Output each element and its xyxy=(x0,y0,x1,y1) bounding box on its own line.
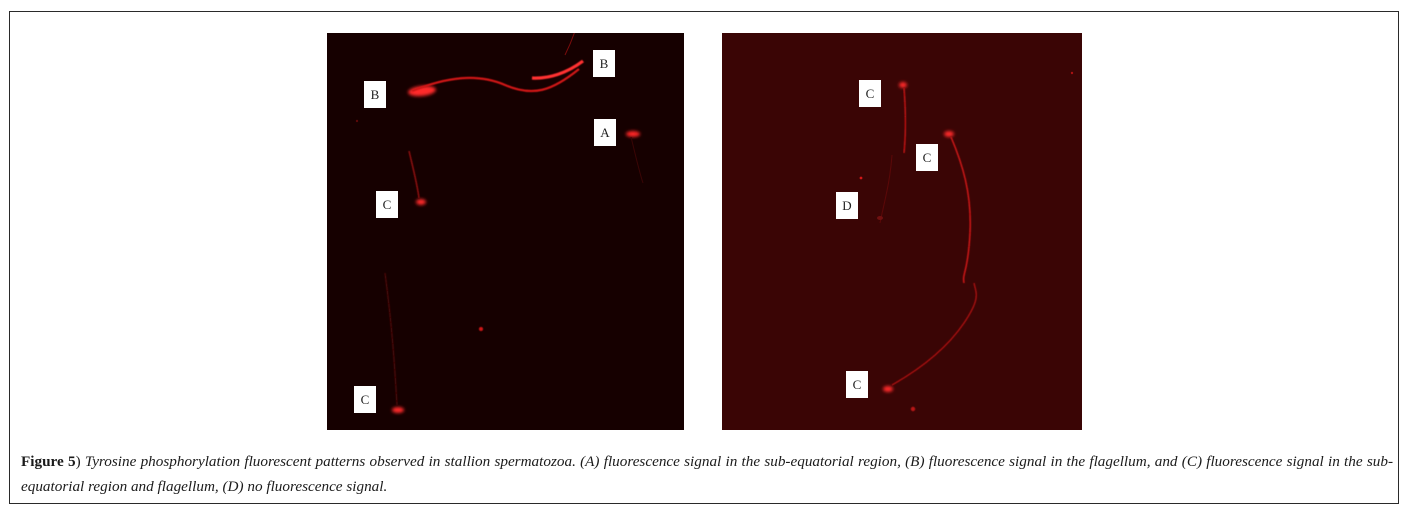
sperm-flagellum xyxy=(564,33,575,56)
sperm-head xyxy=(626,131,640,137)
caption-text: Tyrosine phosphorylation fluorescent pat… xyxy=(21,453,1393,495)
caption-label: Figure 5 xyxy=(21,453,76,470)
sperm-head xyxy=(392,407,404,413)
debris-spot xyxy=(479,327,483,331)
sperm-head xyxy=(408,85,436,97)
label-d: D xyxy=(836,192,858,219)
label-a: A xyxy=(594,119,616,146)
label-c: C xyxy=(354,386,376,413)
sperm-flagellum xyxy=(630,136,644,184)
sperm-head xyxy=(883,386,893,392)
label-c: C xyxy=(916,144,938,171)
micrograph-left: B B A C C xyxy=(327,33,684,430)
sperm-flagellum xyxy=(879,154,893,224)
label-c: C xyxy=(859,80,881,107)
sperm-flagellum xyxy=(950,136,972,284)
sperm-flagellum xyxy=(408,150,420,199)
label-b: B xyxy=(593,50,615,77)
sperm-head xyxy=(416,199,426,205)
sperm-flagellum xyxy=(384,272,398,406)
sperm-flagellum xyxy=(411,68,580,93)
micrograph-left-image xyxy=(355,33,644,413)
sperm-head xyxy=(877,216,883,220)
sperm-head xyxy=(944,131,954,137)
label-b: B xyxy=(364,81,386,108)
micrograph-right: C C D C xyxy=(722,33,1082,430)
debris-spot xyxy=(1070,71,1074,75)
debris-spot xyxy=(355,119,359,123)
micrograph-right-image xyxy=(859,71,1074,412)
debris-spot xyxy=(859,176,863,180)
sperm-flagellum xyxy=(891,282,977,386)
sperm-head xyxy=(899,82,907,88)
label-c: C xyxy=(376,191,398,218)
label-c: C xyxy=(846,371,868,398)
sperm-flagellum xyxy=(903,87,907,154)
figure-frame xyxy=(9,11,1399,504)
caption-label-paren: ) xyxy=(75,453,81,470)
figure-caption: Figure 5) Tyrosine phosphorylation fluor… xyxy=(21,449,1393,499)
debris-spot xyxy=(910,406,916,412)
sperm-flagellum xyxy=(531,59,584,80)
